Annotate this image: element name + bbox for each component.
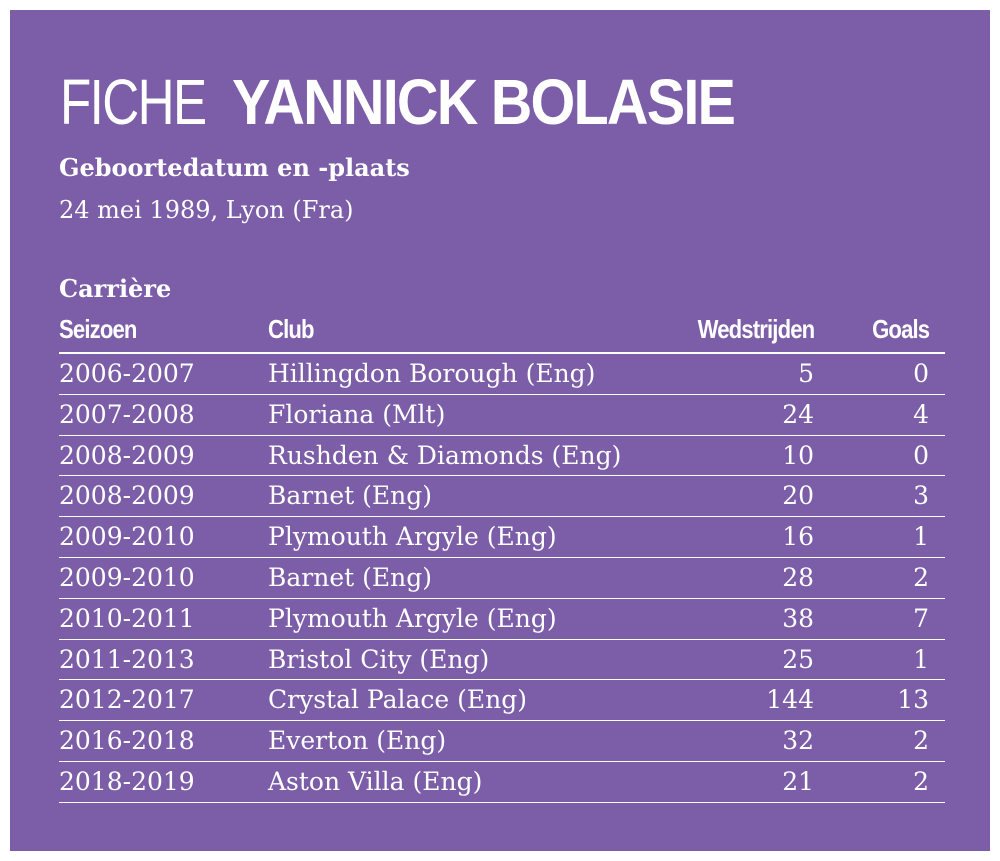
cell-goals: 0 <box>913 359 929 388</box>
career-table-header: Seizoen Club Wedstrijden Goals <box>10 312 990 352</box>
cell-club: Hillingdon Borough (Eng) <box>268 359 596 388</box>
table-row: 2009-2010 Barnet (Eng) 28 2 <box>10 558 990 599</box>
career-label: Carrière <box>59 274 172 303</box>
page-title: FICHE YANNICK BOLASIE <box>60 62 790 142</box>
cell-season: 2007-2008 <box>59 399 195 429</box>
cell-club: Crystal Palace (Eng) <box>268 685 528 715</box>
cell-goals: 2 <box>913 562 929 592</box>
header-goals: Goals <box>871 314 930 344</box>
table-row: 2010-2011 Plymouth Argyle (Eng) 38 7 <box>10 599 990 640</box>
title-prefix: FICHE <box>60 66 207 138</box>
cell-matches: 5 <box>798 359 814 388</box>
cell-goals: 13 <box>897 685 929 715</box>
birth-label: Geboortedatum en -plaats <box>59 153 410 182</box>
header-divider <box>59 352 945 354</box>
cell-matches: 144 <box>766 685 814 715</box>
cell-season: 2009-2010 <box>59 522 195 552</box>
cell-club: Rushden & Diamonds (Eng) <box>268 440 622 470</box>
header-season: Seizoen <box>59 314 137 344</box>
cell-club: Bristol City (Eng) <box>268 644 490 674</box>
cell-matches: 38 <box>782 603 814 633</box>
cell-matches: 24 <box>782 399 814 429</box>
cell-matches: 10 <box>782 440 814 470</box>
cell-matches: 28 <box>782 562 814 592</box>
table-row: 2008-2009 Rushden & Diamonds (Eng) 10 0 <box>10 436 990 477</box>
career-table-body: 2006-2007 Hillingdon Borough (Eng) 5 0 2… <box>10 354 990 803</box>
table-row: 2018-2019 Aston Villa (Eng) 21 2 <box>10 762 990 803</box>
table-row: 2011-2013 Bristol City (Eng) 25 1 <box>10 640 990 681</box>
cell-season: 2008-2009 <box>59 481 195 511</box>
cell-goals: 4 <box>913 399 929 429</box>
table-row: 2006-2007 Hillingdon Borough (Eng) 5 0 <box>10 354 990 395</box>
cell-club: Barnet (Eng) <box>268 481 432 511</box>
cell-club: Floriana (Mlt) <box>268 399 446 429</box>
cell-season: 2016-2018 <box>59 726 195 756</box>
cell-club: Plymouth Argyle (Eng) <box>268 603 557 633</box>
cell-season: 2006-2007 <box>59 359 195 388</box>
header-club: Club <box>268 314 315 344</box>
table-row: 2012-2017 Crystal Palace (Eng) 144 13 <box>10 680 990 721</box>
table-row: 2007-2008 Floriana (Mlt) 24 4 <box>10 395 990 436</box>
table-row: 2008-2009 Barnet (Eng) 20 3 <box>10 476 990 517</box>
cell-goals: 1 <box>913 522 929 552</box>
cell-goals: 2 <box>913 726 929 756</box>
cell-goals: 3 <box>913 481 929 511</box>
cell-season: 2011-2013 <box>59 644 195 674</box>
cell-goals: 2 <box>913 766 929 796</box>
cell-season: 2009-2010 <box>59 562 195 592</box>
birth-value: 24 mei 1989, Lyon (Fra) <box>59 196 354 224</box>
cell-goals: 1 <box>913 644 929 674</box>
table-row: 2016-2018 Everton (Eng) 32 2 <box>10 721 990 762</box>
player-fiche-card: FICHE YANNICK BOLASIE Geboortedatum en -… <box>10 10 990 851</box>
cell-club: Plymouth Argyle (Eng) <box>268 522 557 552</box>
cell-club: Aston Villa (Eng) <box>268 766 483 796</box>
cell-goals: 0 <box>913 440 929 470</box>
cell-matches: 21 <box>782 766 814 796</box>
header-matches: Wedstrijden <box>697 314 815 344</box>
cell-season: 2010-2011 <box>59 603 195 633</box>
cell-matches: 20 <box>782 481 814 511</box>
cell-club: Everton (Eng) <box>268 726 447 756</box>
player-name: YANNICK BOLASIE <box>231 66 736 138</box>
cell-goals: 7 <box>913 603 929 633</box>
cell-season: 2008-2009 <box>59 440 195 470</box>
table-row: 2009-2010 Plymouth Argyle (Eng) 16 1 <box>10 517 990 558</box>
cell-club: Barnet (Eng) <box>268 562 432 592</box>
cell-matches: 16 <box>782 522 814 552</box>
cell-matches: 32 <box>782 726 814 756</box>
cell-season: 2012-2017 <box>59 685 195 715</box>
cell-season: 2018-2019 <box>59 766 195 796</box>
cell-matches: 25 <box>782 644 814 674</box>
